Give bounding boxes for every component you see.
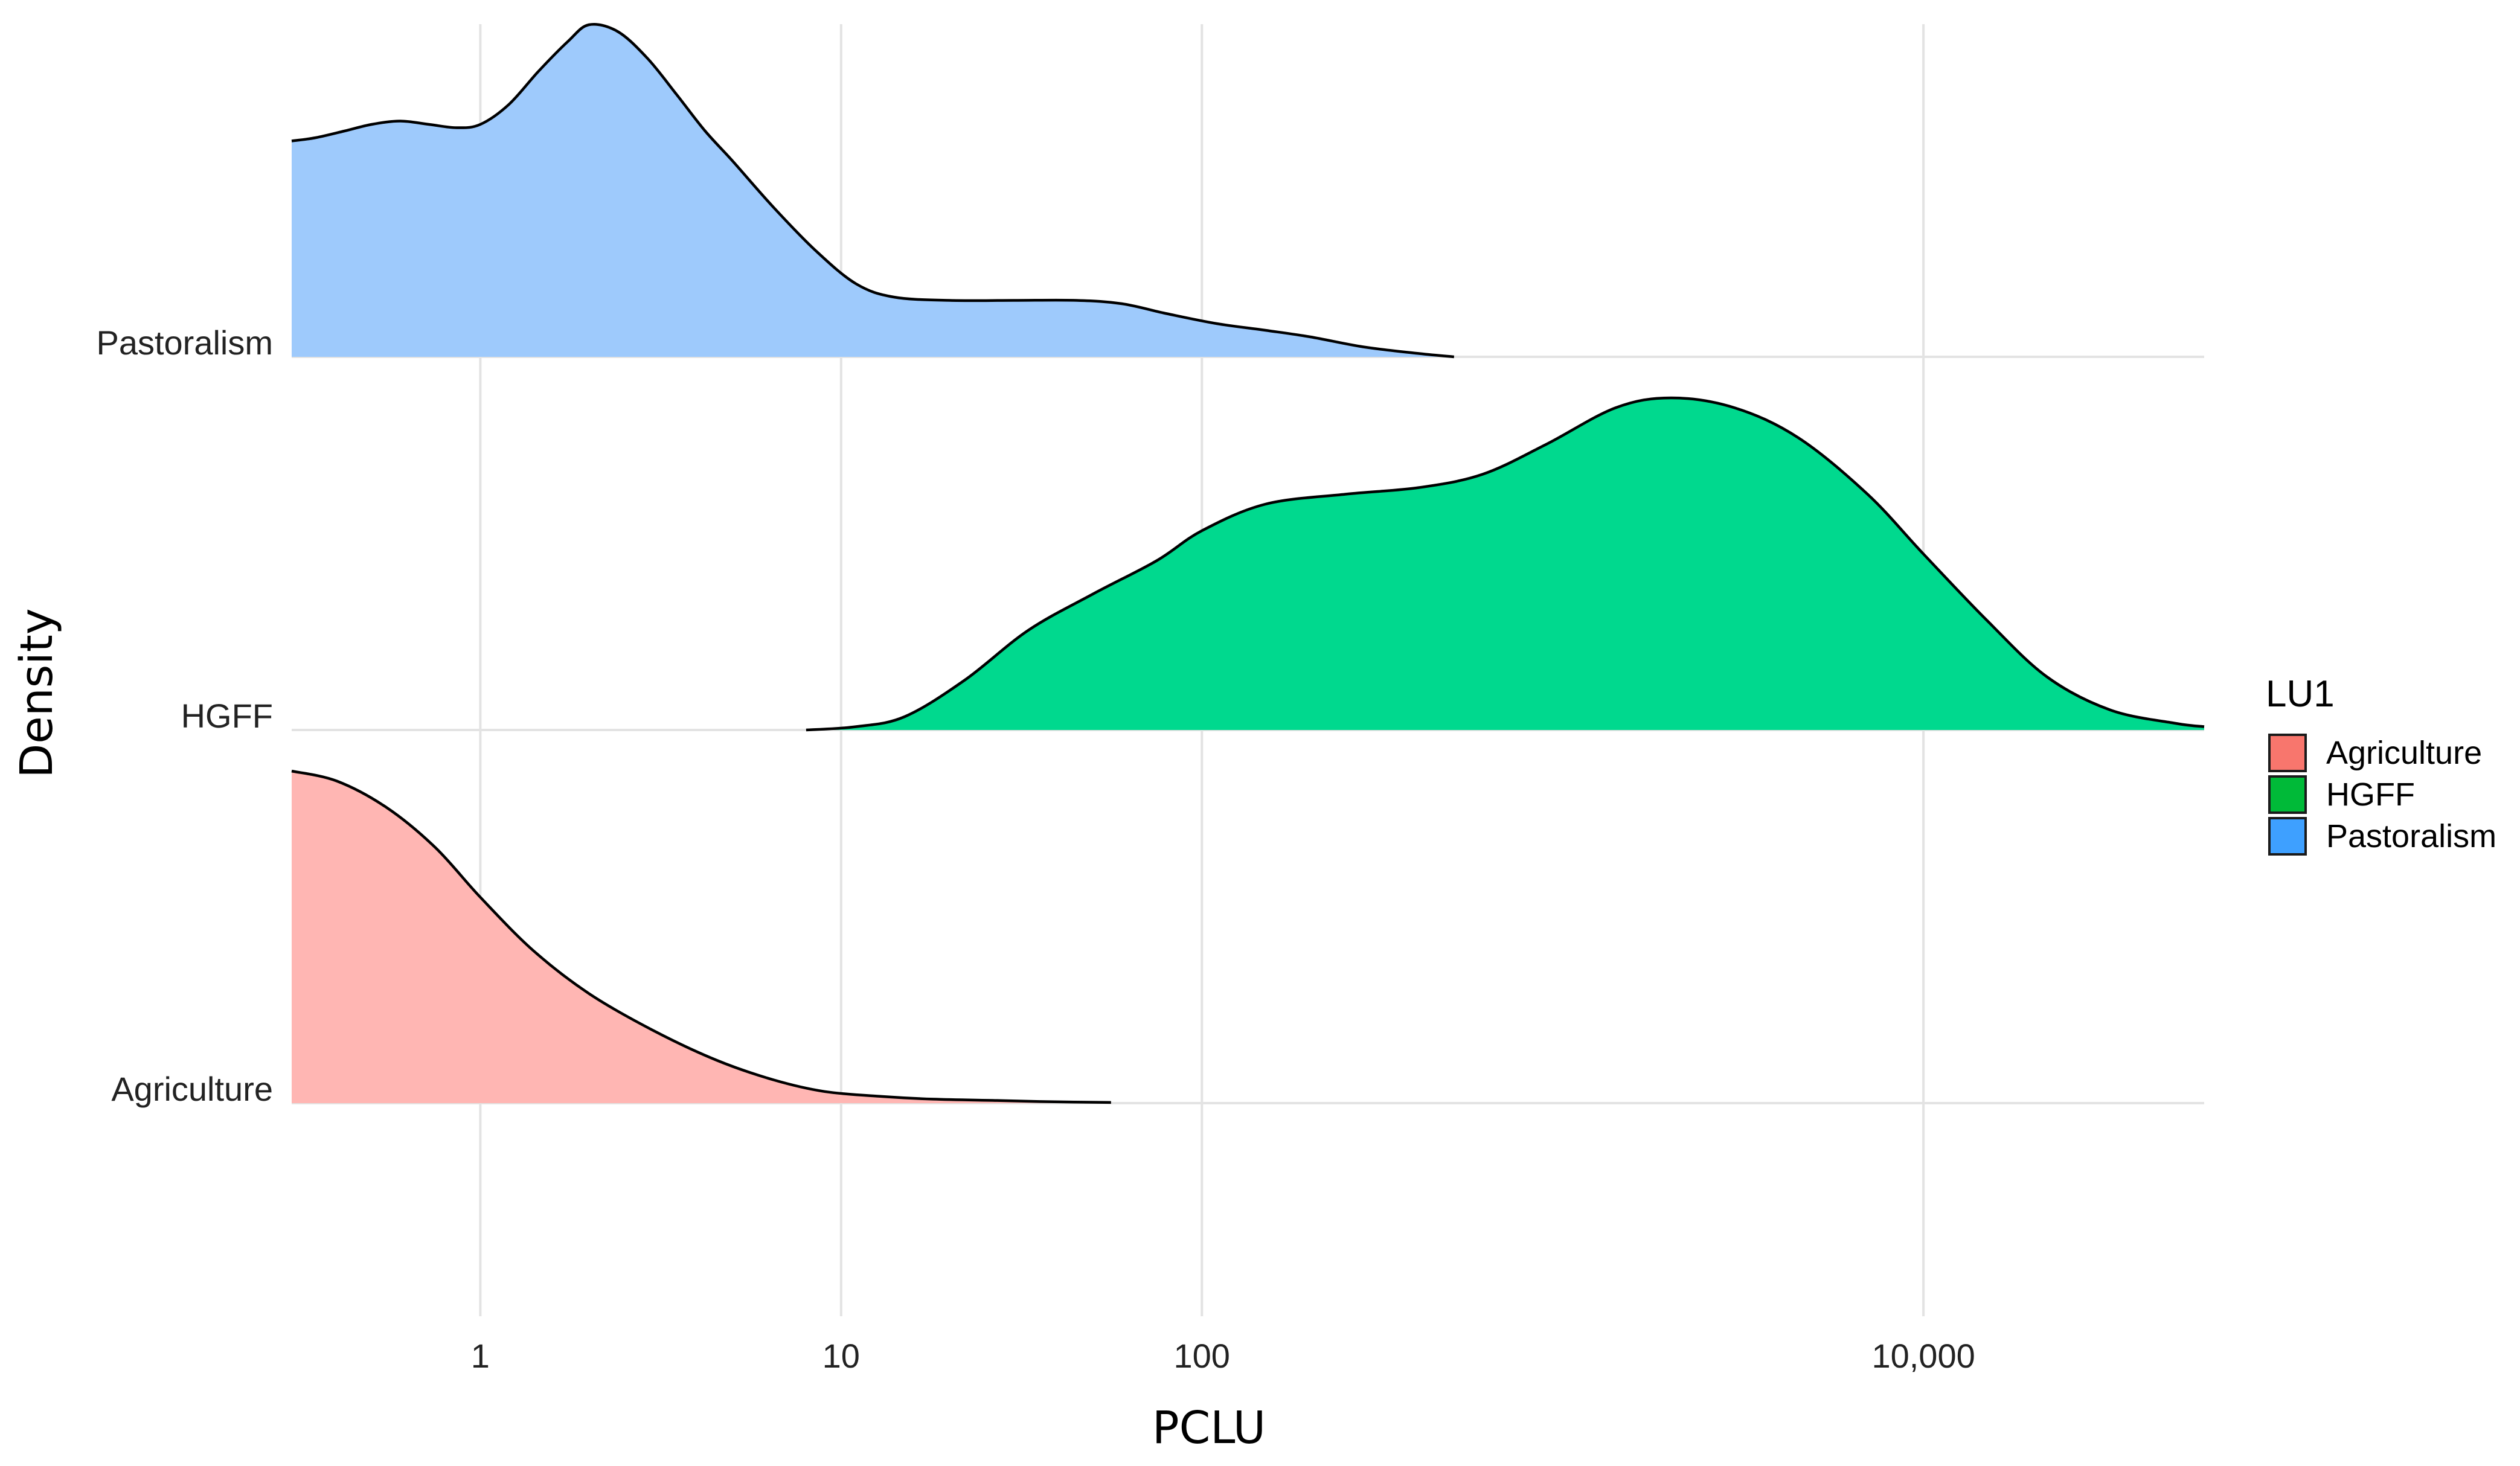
y-tick-label-2: Agriculture: [111, 1070, 273, 1108]
legend-key-pastoralism: [2268, 817, 2307, 856]
y-tick-label-0: Pastoralism: [96, 324, 273, 362]
y-tick-labels: Pastoralism HGFF Agriculture: [96, 324, 273, 1108]
x-tick-label-0: 1: [471, 1337, 490, 1375]
x-tick-label-2: 100: [1174, 1337, 1230, 1375]
legend-label-agriculture: Agriculture: [2326, 735, 2482, 771]
legend-title: LU1: [2266, 673, 2335, 715]
y-tick-label-1: HGFF: [181, 697, 273, 735]
density-fill-pastoralism: [292, 24, 1454, 357]
ridge-layer: [291, 23, 2205, 1104]
x-axis-title: PCLU: [1152, 1402, 1266, 1454]
legend-key-hgff: [2268, 775, 2307, 814]
density-outline-agriculture: [291, 769, 1111, 1104]
density-outline-pastoralism: [291, 23, 1455, 359]
density-fill-hgff: [806, 398, 2205, 730]
legend-key-agriculture: [2268, 734, 2307, 772]
x-tick-label-1: 10: [822, 1337, 860, 1375]
density-fill-agriculture: [292, 771, 1111, 1103]
legend-label-hgff: HGFF: [2326, 776, 2415, 813]
x-tick-label-3: 10,000: [1871, 1337, 1975, 1375]
x-tick-labels: 1 10 100 10,000: [471, 1337, 1975, 1375]
legend-entries: Agriculture HGFF Pastoralism: [2268, 734, 2496, 856]
legend: LU1 Agriculture HGFF Pastoralism: [2266, 673, 2496, 856]
legend-label-pastoralism: Pastoralism: [2326, 818, 2496, 854]
y-axis-title: Density: [11, 608, 63, 778]
density-outline-hgff: [806, 396, 2205, 732]
